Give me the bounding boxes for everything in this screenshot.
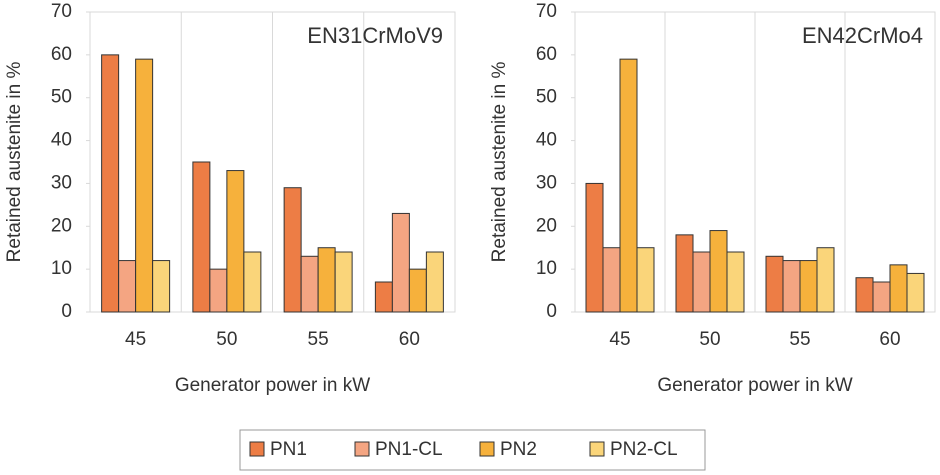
chart-title: EN42CrMo4 [802,23,923,48]
bar [692,251,711,313]
chart-title: EN31CrMoV9 [307,23,443,48]
y-tick-label: 40 [51,130,72,151]
legend-label: PN2 [500,439,537,460]
bar [101,54,120,313]
x-tick-label: 50 [699,329,720,350]
legend-label: PN1 [270,439,307,460]
bar [374,281,393,313]
y-tick-label: 20 [51,215,72,236]
bar [602,247,621,313]
bar [425,251,444,313]
x-tick-label: 45 [125,329,146,350]
bar [726,251,745,313]
y-tick-label: 60 [51,44,72,65]
legend-swatch [479,441,495,457]
bar [816,247,835,313]
x-tick-label: 50 [216,329,237,350]
legend-swatch [589,441,605,457]
bar [135,58,154,313]
bar [855,277,874,313]
bar [192,161,211,313]
bar [889,264,908,313]
y-tick-label: 10 [536,258,557,279]
bar [334,251,353,313]
bar [317,247,336,313]
bar [675,234,694,313]
bar [408,268,427,313]
y-tick-label: 40 [536,130,557,151]
y-tick-label: 30 [536,172,557,193]
bar [209,268,228,313]
y-axis-title: Retained austenite in % [4,62,25,263]
legend-label: PN1-CL [375,439,443,460]
y-tick-label: 50 [536,87,557,108]
bar [765,255,784,313]
bar [118,260,137,313]
bar [585,182,604,313]
legend-swatch [249,441,265,457]
bar [636,247,655,313]
y-tick-label: 70 [536,1,557,22]
bar [283,187,302,313]
legend-box [239,429,706,471]
y-tick-label: 20 [536,215,557,236]
y-tick-label: 10 [51,258,72,279]
y-tick-label: 60 [536,44,557,65]
x-tick-label: 60 [399,329,420,350]
y-tick-label: 50 [51,87,72,108]
y-tick-label: 0 [546,301,557,322]
bar [799,260,818,313]
x-tick-label: 55 [308,329,329,350]
x-axis-title: Generator power in kW [175,375,370,396]
y-tick-label: 30 [51,172,72,193]
y-tick-label: 0 [61,301,72,322]
bar [226,170,245,313]
y-axis-title: Retained austenite in % [489,62,510,263]
x-axis-title: Generator power in kW [657,375,852,396]
y-tick-label: 70 [51,1,72,22]
bar [906,272,925,313]
bar [391,212,410,313]
legend-swatch [354,441,370,457]
bar [709,230,728,313]
x-tick-label: 60 [879,329,900,350]
bar [619,58,638,313]
legend-label: PN2-CL [610,439,678,460]
bar [782,260,801,313]
x-tick-label: 55 [789,329,810,350]
x-tick-label: 45 [609,329,630,350]
bar [872,281,891,313]
bar [300,255,319,313]
bar [243,251,262,313]
bar [152,260,171,313]
